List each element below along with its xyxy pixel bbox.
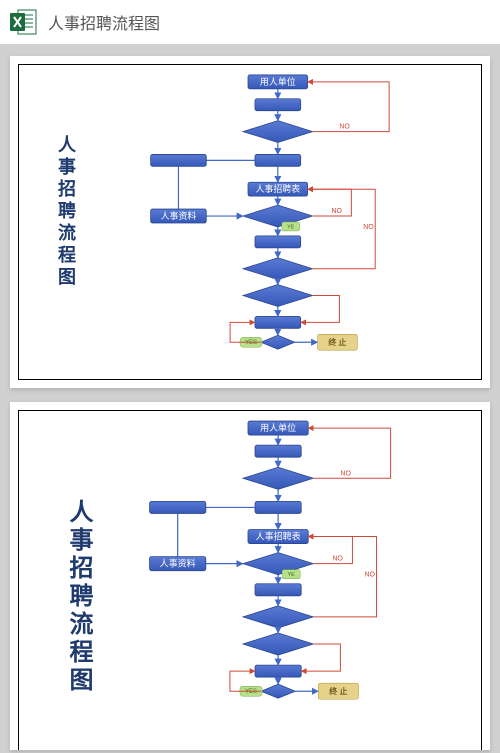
- preview-panel-1: 人事招聘流程图 用人单位人事招聘表人事资料 NO NO NO YE YES 终 止: [10, 56, 490, 388]
- figure-title-vertical: 人事招聘流程图: [53, 135, 79, 289]
- svg-text:YE: YE: [287, 572, 295, 578]
- svg-text:用人单位: 用人单位: [260, 76, 296, 87]
- svg-text:用人单位: 用人单位: [260, 422, 296, 433]
- excel-icon: [10, 8, 38, 36]
- svg-text:人事资料: 人事资料: [161, 210, 197, 221]
- svg-text:NO: NO: [331, 208, 342, 215]
- svg-text:NO: NO: [363, 224, 374, 231]
- svg-text:人事招聘表: 人事招聘表: [256, 531, 301, 542]
- page-title: 人事招聘流程图: [48, 10, 160, 34]
- svg-text:YES: YES: [245, 689, 257, 695]
- svg-text:终 止: 终 止: [328, 686, 347, 696]
- svg-text:终 止: 终 止: [327, 337, 346, 347]
- svg-text:NO: NO: [332, 556, 343, 563]
- figure-title-vertical: 人事招聘流程图: [61, 499, 96, 695]
- svg-text:YE: YE: [287, 224, 295, 230]
- flowchart-svg-small: 用人单位人事招聘表人事资料 NO NO NO YE YES 终 止: [19, 65, 481, 379]
- svg-text:人事招聘表: 人事招聘表: [255, 183, 300, 194]
- svg-text:YES: YES: [245, 340, 257, 346]
- svg-text:人事资料: 人事资料: [160, 558, 196, 569]
- svg-text:NO: NO: [340, 470, 351, 477]
- app-header: 人事招聘流程图: [0, 0, 500, 44]
- preview-panel-2: 人事招聘流程图 用人单位人事招聘表人事资料 NO NO NO YE YES 终 止: [10, 402, 490, 750]
- svg-text:NO: NO: [364, 572, 375, 579]
- svg-text:NO: NO: [339, 124, 350, 131]
